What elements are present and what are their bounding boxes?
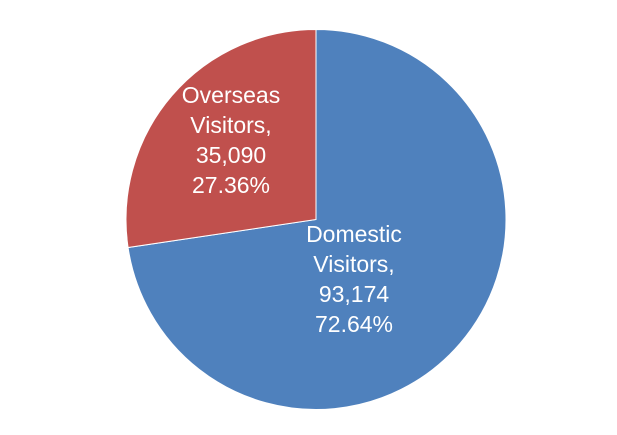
slice-label-line: Visitors, [313, 251, 394, 277]
pie-labels: Domestic Visitors, 93,174 72.64% Overseas Vis… [182, 82, 402, 337]
slice-label-domestic-visitors: Domestic Visitors, 93,174 72.64% [306, 221, 402, 337]
slice-label-line: 35,090 [196, 142, 266, 168]
pie-slice-overseas-visitors [125, 28, 317, 249]
slice-label-line: 72.64% [315, 311, 393, 337]
slice-label-line: 93,174 [319, 281, 390, 307]
pie-slices [125, 28, 507, 410]
slice-label-line: 27.36% [192, 172, 270, 198]
slice-label-line: Domestic [306, 221, 402, 247]
pie-slice-domestic-visitors [127, 28, 507, 410]
slice-label-overseas-visitors: Overseas Visitors, 35,090 27.36% [182, 82, 280, 198]
slice-label-line: Overseas [182, 82, 280, 108]
slice-label-line: Visitors, [190, 112, 271, 138]
